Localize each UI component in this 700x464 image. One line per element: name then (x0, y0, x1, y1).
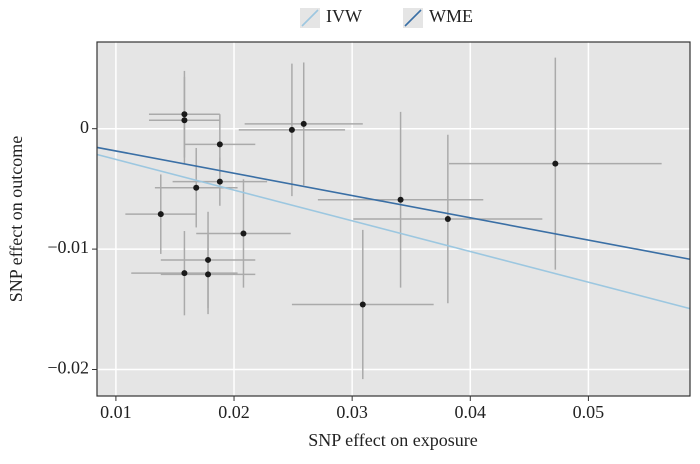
point (216, 141, 223, 148)
legend-key-line (301, 9, 319, 27)
y-axis-label: SNP effect on outcome (6, 136, 26, 302)
x-tick-label: 0.04 (455, 402, 487, 422)
point (216, 178, 223, 185)
x-tick-label: 0.02 (218, 402, 250, 422)
point (205, 256, 212, 263)
x-axis-label: SNP effect on exposure (308, 430, 477, 450)
point (288, 126, 295, 133)
point (157, 211, 164, 218)
regression-line (96, 146, 691, 261)
point (181, 270, 188, 277)
x-tick-label: 0.01 (100, 402, 132, 422)
legend-label: IVW (326, 6, 362, 26)
x-tick-label: 0.03 (336, 402, 368, 422)
y-tick-label: −0.01 (47, 237, 89, 257)
x-tick-label: 0.05 (573, 402, 605, 422)
point (181, 117, 188, 124)
regression-line (96, 153, 691, 310)
point (300, 120, 307, 127)
point (552, 160, 559, 167)
y-tick-label: 0 (80, 117, 89, 137)
point (181, 111, 188, 118)
legend-key-line (404, 9, 422, 27)
y-tick-label: −0.02 (47, 358, 89, 378)
legend-label: WME (429, 6, 473, 26)
point (397, 196, 404, 203)
point (240, 230, 247, 237)
point (444, 216, 451, 222)
plot-border (96, 41, 691, 397)
point (359, 301, 366, 308)
point (205, 271, 212, 278)
point (193, 184, 200, 191)
